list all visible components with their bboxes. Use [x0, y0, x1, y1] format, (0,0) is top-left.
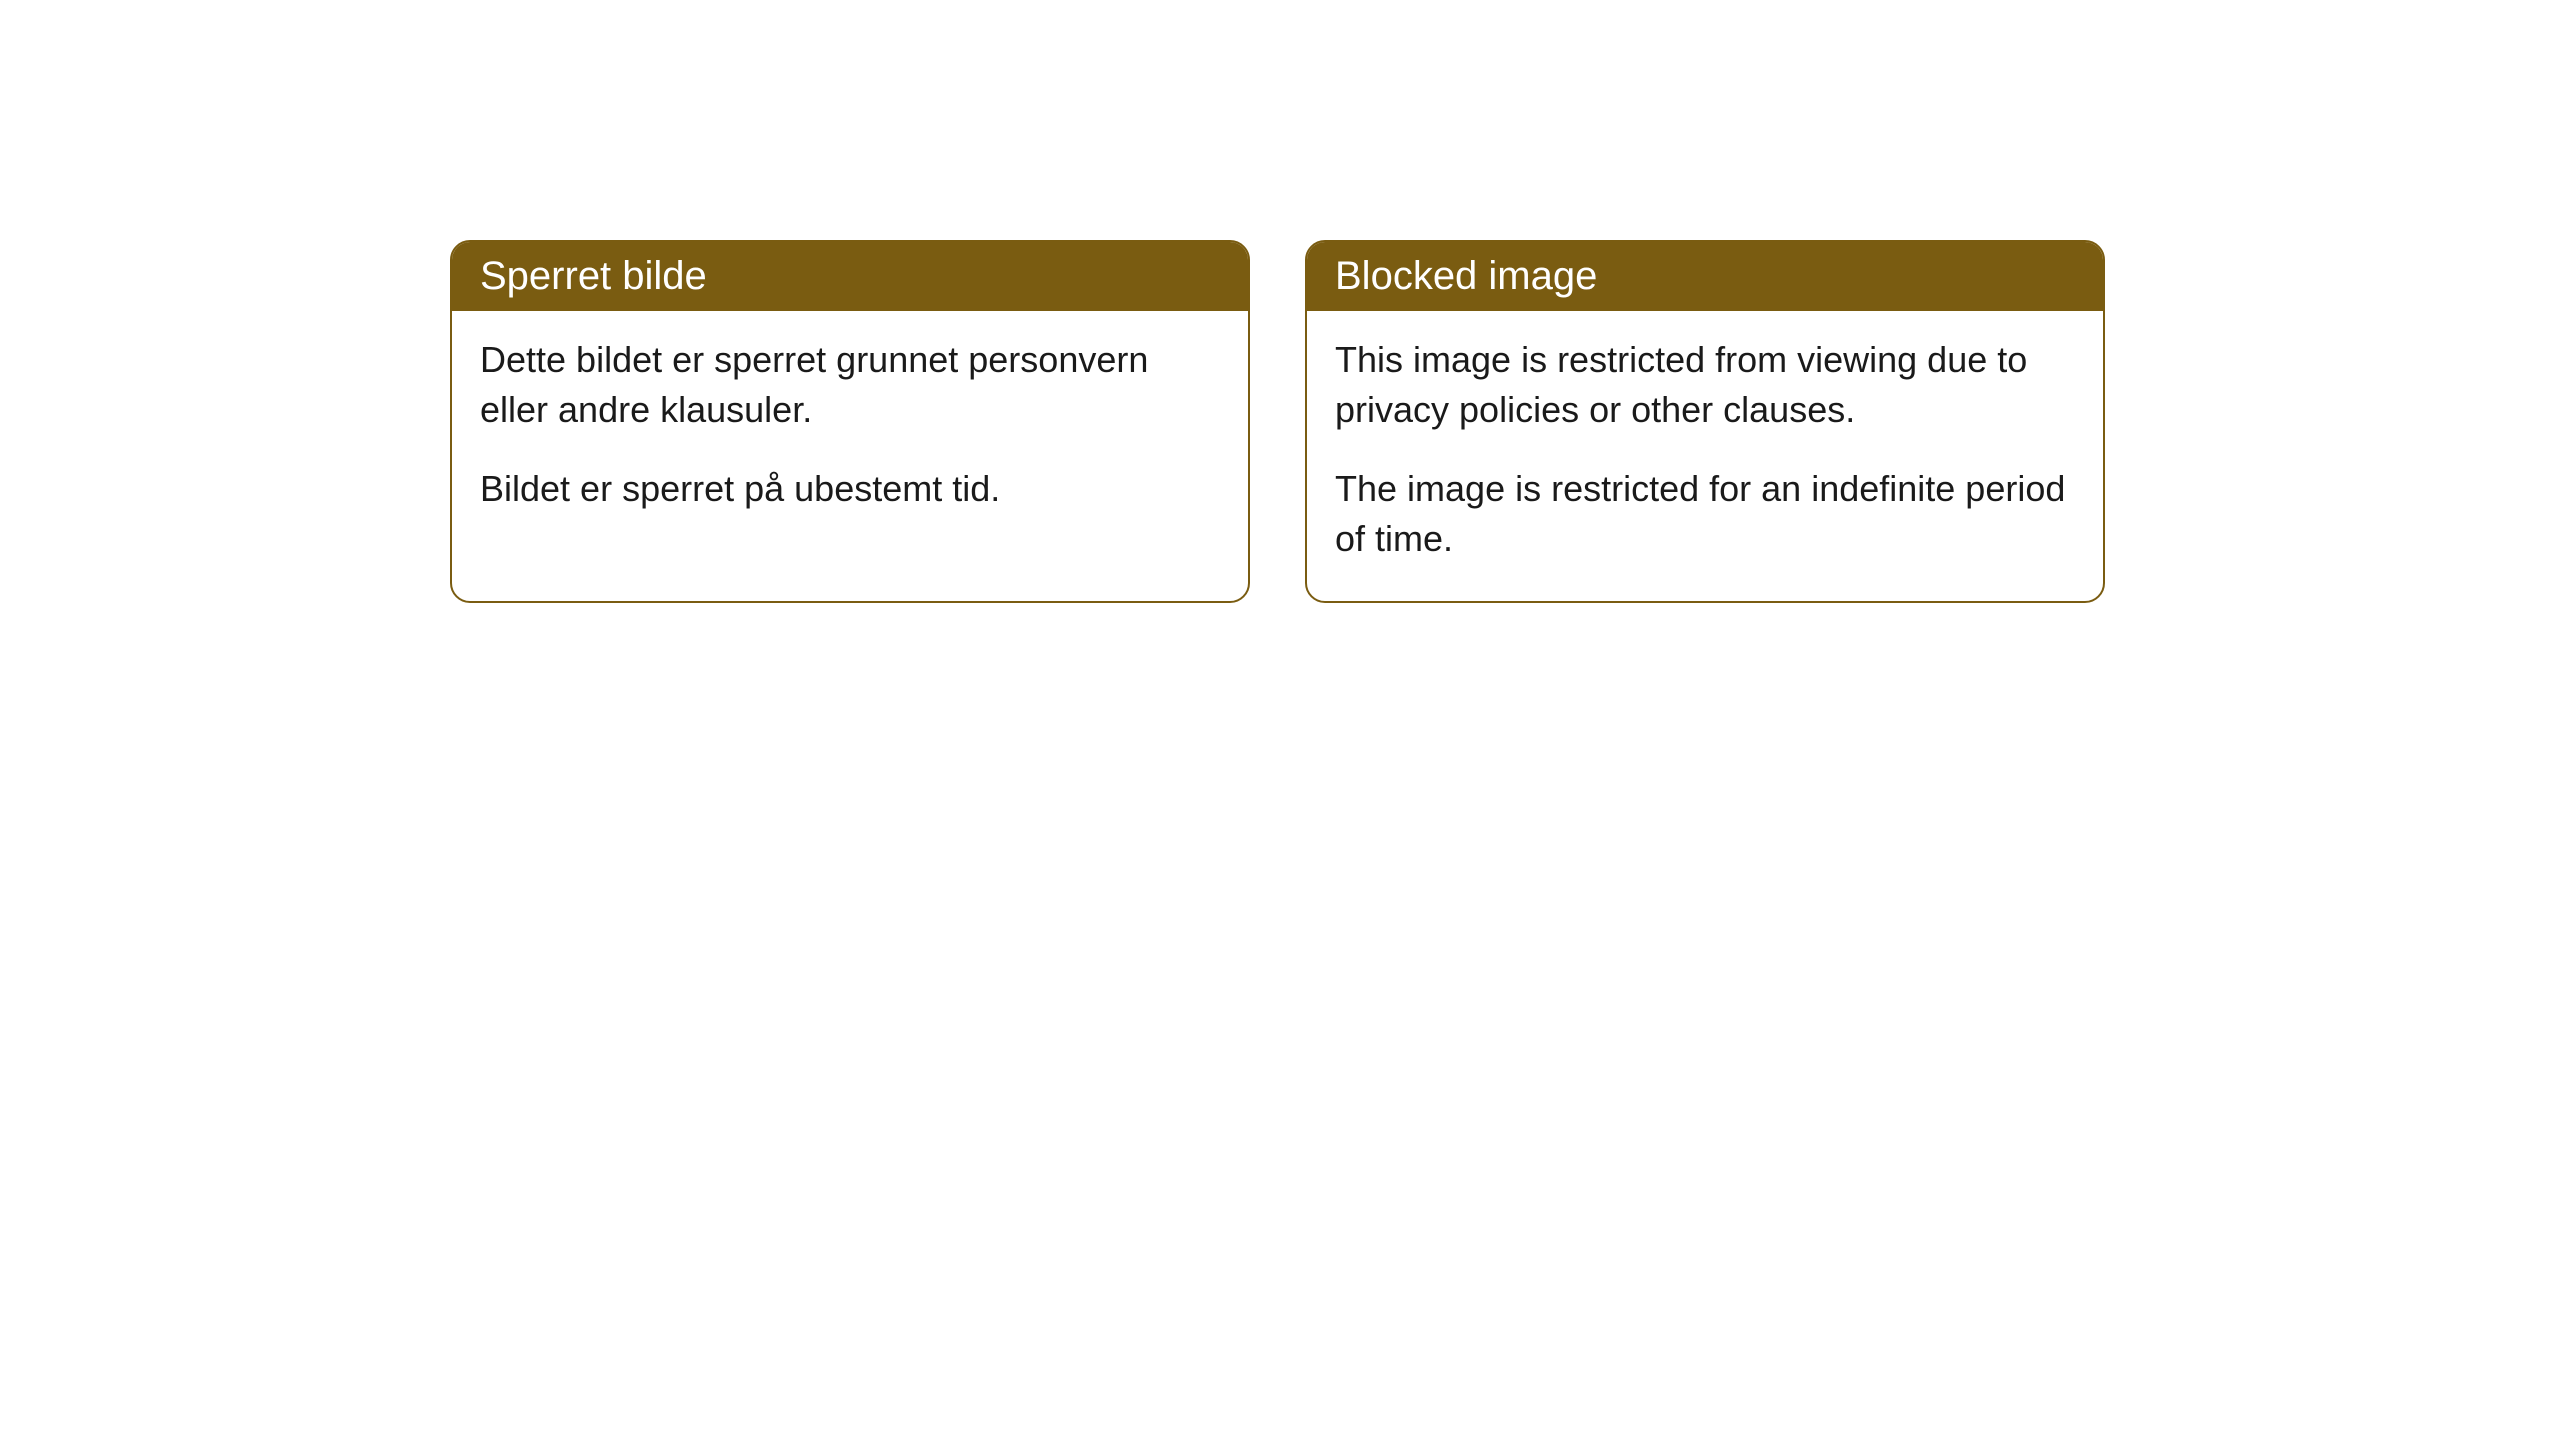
cards-container: Sperret bilde Dette bildet er sperret gr… — [450, 240, 2560, 603]
blocked-image-card-english: Blocked image This image is restricted f… — [1305, 240, 2105, 603]
card-title: Sperret bilde — [480, 254, 707, 298]
card-header: Sperret bilde — [452, 242, 1248, 311]
card-body: Dette bildet er sperret grunnet personve… — [452, 311, 1248, 550]
blocked-image-card-norwegian: Sperret bilde Dette bildet er sperret gr… — [450, 240, 1250, 603]
card-title: Blocked image — [1335, 254, 1597, 298]
card-paragraph-1: Dette bildet er sperret grunnet personve… — [480, 335, 1220, 436]
card-header: Blocked image — [1307, 242, 2103, 311]
card-paragraph-2: The image is restricted for an indefinit… — [1335, 464, 2075, 565]
card-paragraph-1: This image is restricted from viewing du… — [1335, 335, 2075, 436]
card-body: This image is restricted from viewing du… — [1307, 311, 2103, 601]
card-paragraph-2: Bildet er sperret på ubestemt tid. — [480, 464, 1220, 514]
